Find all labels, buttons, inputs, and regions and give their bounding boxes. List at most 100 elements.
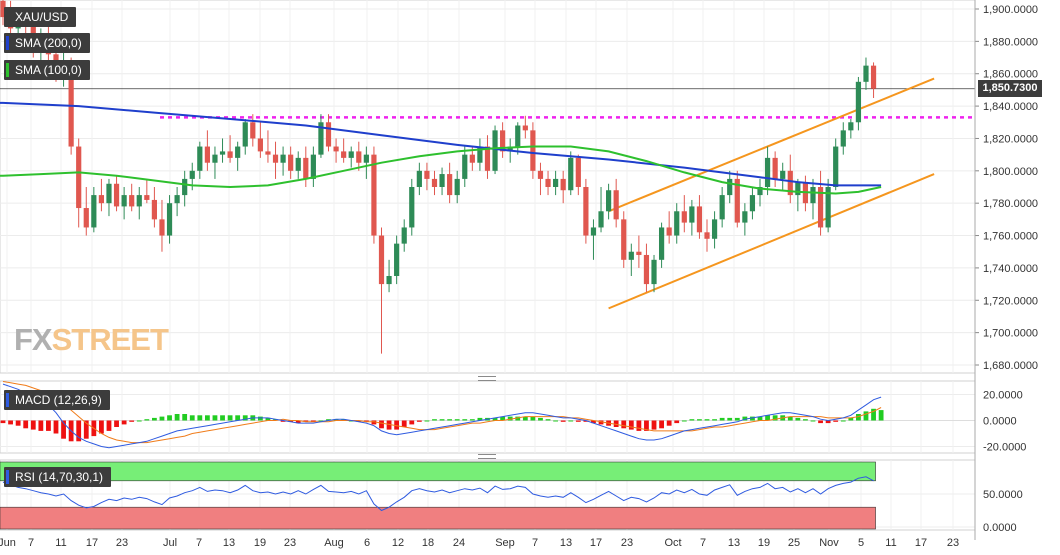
time-tick-label: 25: [788, 537, 800, 549]
macd-legend[interactable]: MACD (12,26,9): [4, 390, 110, 410]
macd-hist-negative: [76, 420, 82, 442]
rsi-panel[interactable]: [0, 461, 876, 530]
time-tick-label: 13: [223, 537, 235, 549]
sma100-legend[interactable]: SMA (100,0): [4, 60, 90, 80]
price-tick-label: 1,720.0000: [983, 295, 1038, 307]
macd-hist-negative: [363, 420, 369, 422]
bullish-candle: [492, 130, 498, 171]
panel-resize-handle[interactable]: [478, 454, 496, 459]
rsi-legend[interactable]: RSI (14,70,30,1): [4, 467, 112, 487]
macd-hist-negative: [121, 420, 127, 425]
time-tick-label: 11: [55, 537, 66, 549]
bullish-candle: [674, 211, 680, 236]
bullish-candle: [106, 183, 112, 204]
macd-panel[interactable]: [0, 381, 975, 449]
macd-hist-positive: [152, 417, 157, 421]
macd-hist-positive: [447, 419, 453, 421]
bearish-candle: [870, 65, 877, 89]
grid-lines: [0, 0, 975, 530]
macd-hist-positive: [235, 415, 241, 421]
macd-hist-positive: [810, 420, 816, 422]
time-tick-label: 23: [116, 537, 128, 549]
time-axis[interactable]: Jun 7 11 17 23 Jul 7 13 19 23 Aug 6 12 18 24 Sep 7 13 17 23…: [0, 537, 959, 549]
macd-hist-positive: [227, 415, 233, 421]
macd-hist-positive: [167, 415, 172, 421]
macd-hist-negative: [46, 420, 51, 431]
price-tick-label: 1,740.0000: [983, 263, 1038, 275]
macd-hist-positive: [840, 420, 846, 422]
price-tick-label: 1,780.0000: [983, 198, 1038, 210]
macd-hist-positive: [492, 417, 498, 421]
bullish-candle: [651, 259, 657, 285]
bullish-candle: [219, 151, 226, 155]
macd-hist-positive: [538, 417, 543, 421]
price-tick-label: 1,700.0000: [983, 328, 1038, 340]
time-tick-label: 17: [915, 537, 927, 549]
macd-hist-positive: [333, 419, 339, 421]
bearish-candle: [341, 151, 347, 158]
time-tick-label: 6: [364, 537, 370, 549]
time-tick-label: 18: [422, 537, 434, 549]
macd-hist-negative: [15, 420, 21, 426]
bullish-candle: [189, 170, 195, 179]
reference-lines: [0, 77, 975, 310]
macd-hist-negative: [288, 420, 294, 422]
bullish-candle: [121, 195, 127, 207]
macd-hist-negative: [8, 420, 13, 425]
price-tick-label: 1,760.0000: [983, 231, 1038, 243]
price-tick-label: 1,880.0000: [983, 36, 1038, 48]
macd-hist-positive: [795, 417, 801, 421]
bullish-candle: [401, 227, 407, 244]
macd-hist-negative: [114, 420, 119, 427]
price-tick-label: 1,860.0000: [983, 69, 1038, 81]
macd-hist-positive: [318, 420, 324, 422]
bearish-candle: [113, 183, 120, 207]
bullish-candle: [764, 157, 771, 187]
bearish-candle: [787, 170, 793, 196]
time-tick-label: 11: [885, 537, 896, 549]
symbol-badge[interactable]: XAU/USD: [4, 7, 77, 27]
bullish-candle: [628, 251, 634, 260]
bearish-candle: [583, 187, 589, 236]
price-tick-label: 1,800.0000: [983, 166, 1038, 178]
macd-hist-positive: [545, 419, 551, 421]
price-tick-label: 1,840.0000: [983, 101, 1038, 113]
bullish-candle: [174, 195, 180, 204]
sma200-legend[interactable]: SMA (200,0): [4, 33, 90, 53]
price-axis[interactable]: 1,900.0000 1,880.0000 1,860.0000 1,840.0000…: [974, 0, 1038, 540]
bullish-candle: [136, 195, 142, 207]
macd-hist-negative: [636, 420, 642, 431]
bullish-candle: [711, 219, 718, 239]
macd-hist-positive: [765, 415, 770, 421]
macd-hist-negative: [621, 420, 627, 429]
bearish-candle: [530, 130, 536, 171]
bullish-candle: [197, 146, 203, 171]
bearish-candle: [681, 211, 687, 223]
bullish-candle: [363, 154, 369, 163]
macd-hist-negative: [386, 420, 392, 430]
macd-hist-positive: [750, 416, 755, 421]
macd-hist-positive: [189, 415, 195, 421]
bearish-candle: [500, 130, 506, 152]
macd-hist-negative: [598, 420, 604, 425]
macd-hist-positive: [507, 416, 513, 421]
bullish-candle: [318, 122, 324, 155]
bearish-candle: [734, 178, 740, 223]
bearish-candle: [129, 195, 135, 207]
macd-hist-positive: [462, 419, 468, 421]
bearish-candle: [522, 125, 528, 131]
panel-resize-handle[interactable]: [478, 376, 496, 381]
macd-hist-negative: [61, 420, 66, 439]
macd-hist-positive: [257, 416, 263, 421]
macd-hist-positive: [439, 419, 445, 421]
macd-hist-positive: [757, 416, 763, 421]
bullish-candle: [833, 146, 839, 187]
bearish-candle: [356, 151, 362, 163]
macd-hist-negative: [591, 420, 596, 424]
time-tick-label: 13: [560, 537, 572, 549]
bearish-candle: [325, 122, 332, 147]
time-tick-label: 23: [621, 537, 633, 549]
macd-hist-negative: [394, 420, 400, 430]
bullish-candle: [462, 154, 468, 179]
